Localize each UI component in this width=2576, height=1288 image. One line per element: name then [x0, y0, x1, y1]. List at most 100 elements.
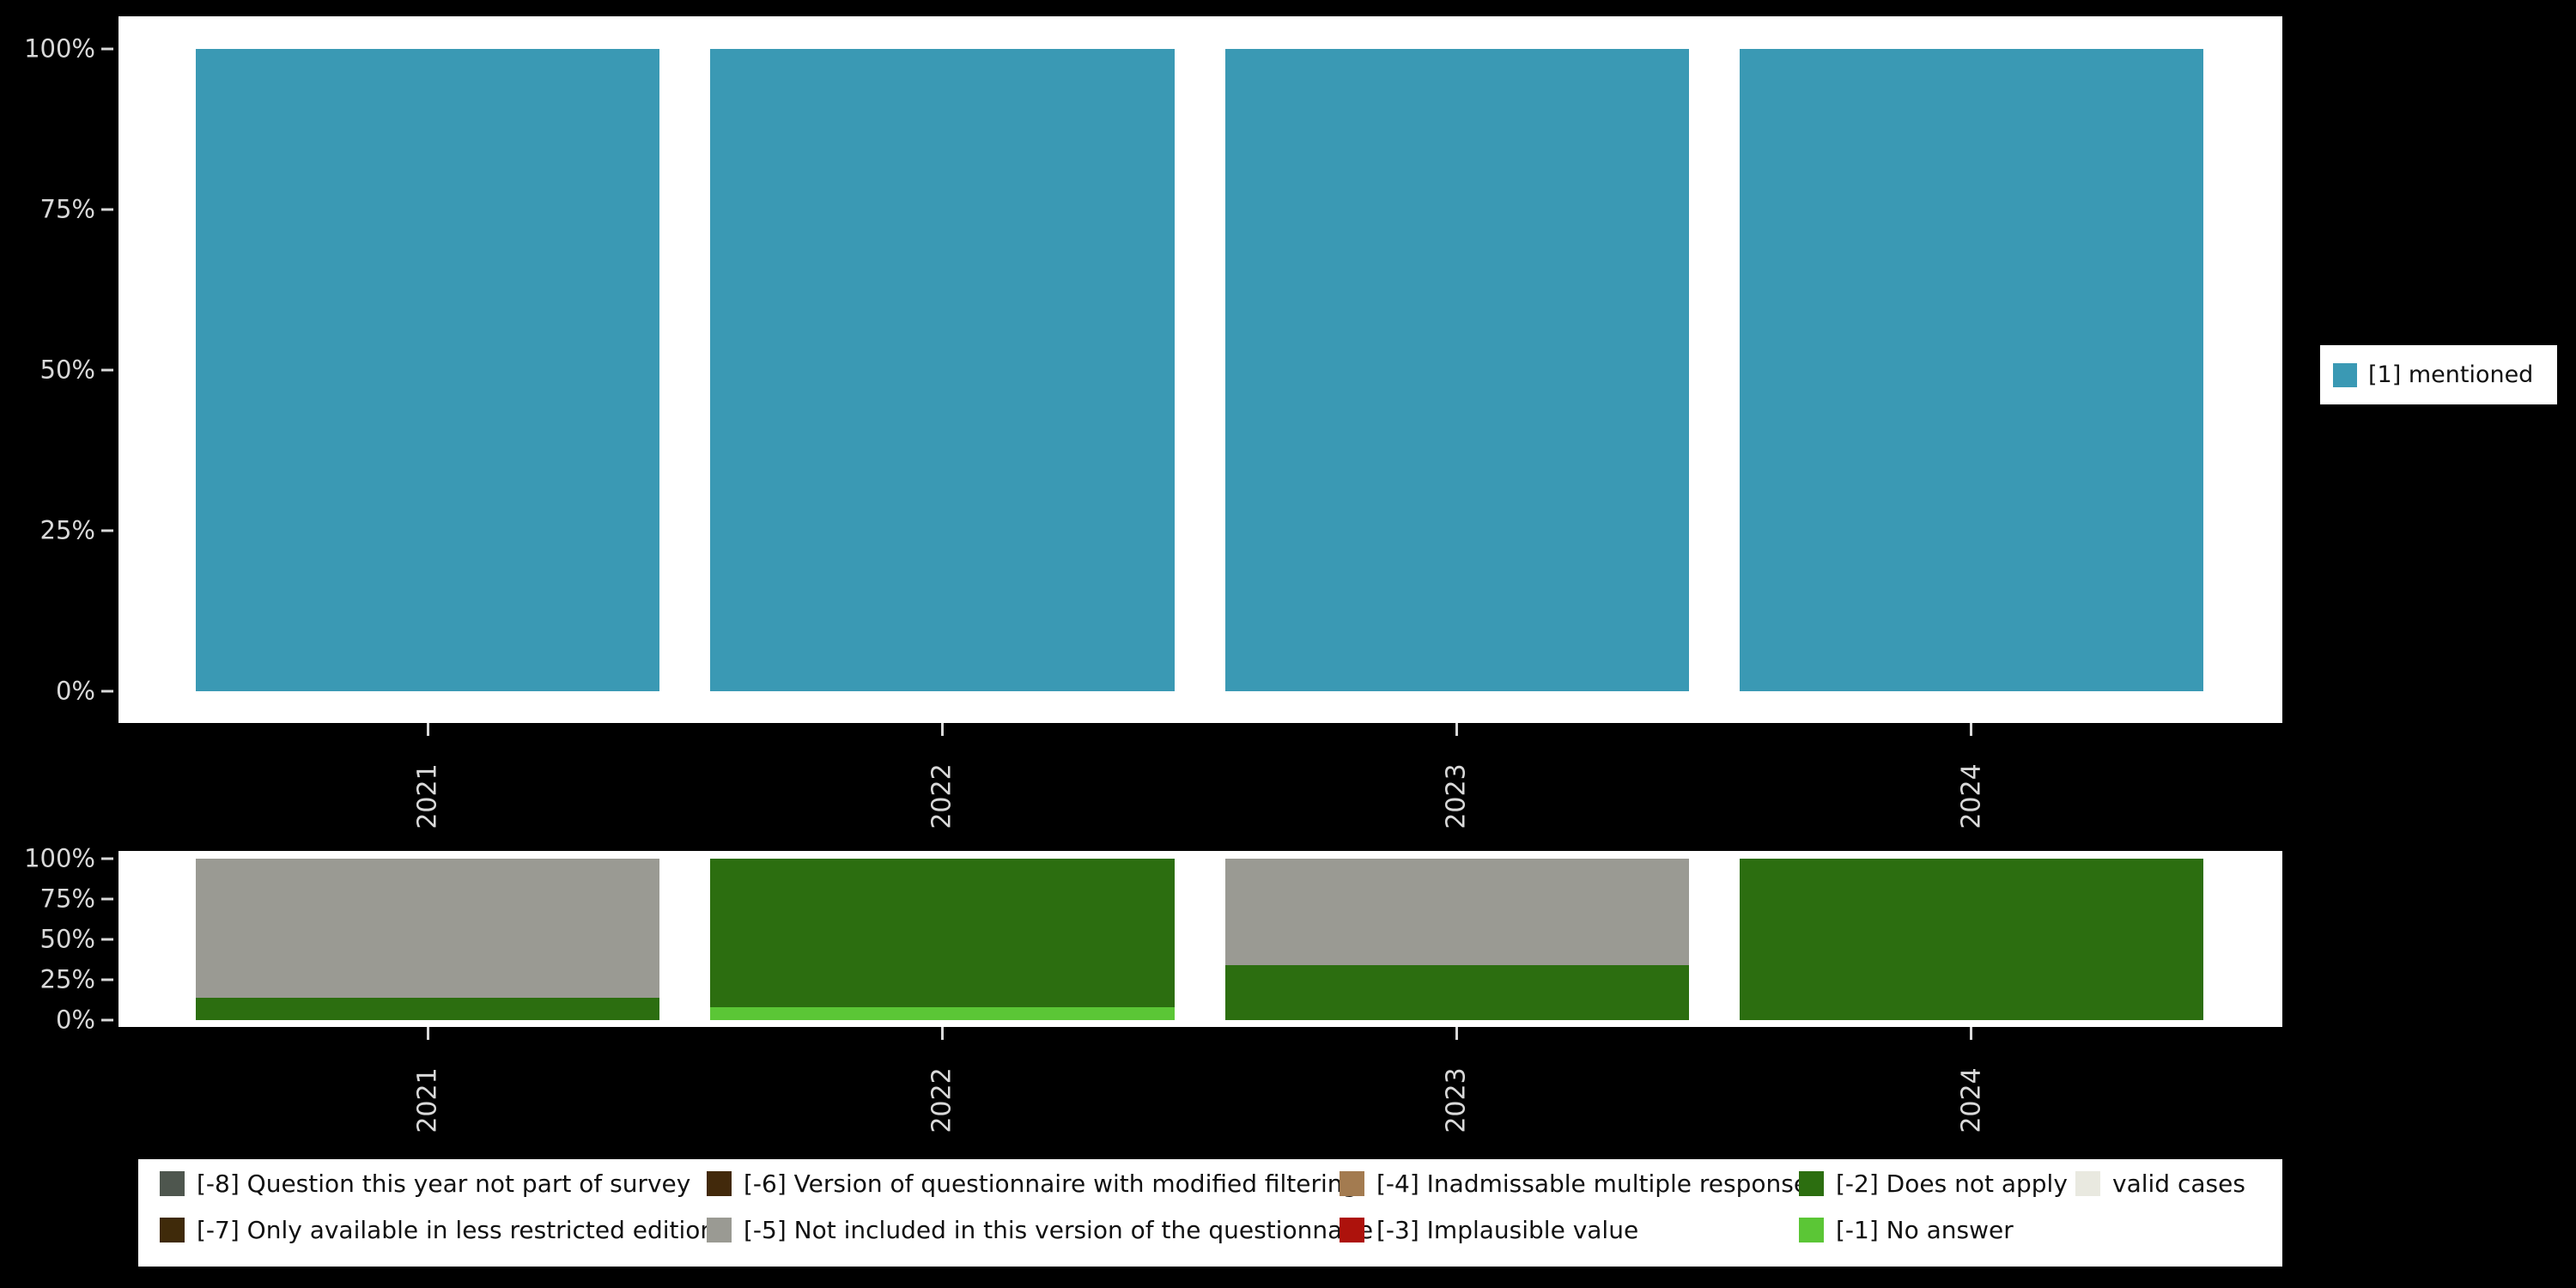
- x-slot: 2022: [710, 1027, 1174, 1153]
- y-tick: 100%: [24, 843, 113, 873]
- x-slot: 2024: [1740, 1027, 2203, 1153]
- y-tick: 25%: [39, 964, 113, 994]
- y-tick-mark: [101, 857, 113, 860]
- legend-label: [-8] Question this year not part of surv…: [197, 1169, 691, 1198]
- y-tick-label: 75%: [39, 194, 95, 224]
- y-tick-mark: [101, 47, 113, 51]
- x-tick-mark: [1970, 1027, 1973, 1040]
- legend-swatch-mentioned: [2333, 362, 2357, 387]
- y-tick-mark: [101, 368, 113, 372]
- bar-segment: [196, 997, 660, 1020]
- y-tick-label: 50%: [39, 924, 95, 954]
- x-slot: 2023: [1225, 723, 1689, 849]
- x-axis-label: 2024: [1956, 762, 1987, 829]
- bar-segment: [196, 49, 660, 691]
- y-tick: 75%: [39, 884, 113, 914]
- y-axis-values: 100% 75% 50% 25% 0%: [0, 36, 113, 703]
- x-axis-label: 2021: [412, 1066, 443, 1133]
- bar-2022: [710, 49, 1175, 691]
- bar-2024: [1739, 49, 2203, 691]
- y-tick-mark: [101, 529, 113, 532]
- y-tick-label: 0%: [55, 676, 95, 706]
- bar-2023: [1224, 49, 1689, 691]
- x-label-box: 2023: [1424, 743, 1489, 849]
- x-tick-mark: [1970, 723, 1973, 736]
- x-label-box: 2024: [1939, 743, 2004, 849]
- chart-panel-values: [118, 16, 2282, 723]
- bar-2022: [710, 859, 1175, 1020]
- legend-item: [-4] Inadmissable multiple response: [1340, 1169, 1809, 1198]
- x-axis-label: 2023: [1442, 1066, 1473, 1133]
- y-tick-mark: [101, 208, 113, 211]
- legend-item: [-5] Not included in this version of the…: [707, 1215, 1374, 1244]
- x-label-box: 2024: [1939, 1047, 2004, 1153]
- bar-segment: [1224, 859, 1689, 966]
- x-axis-label: 2022: [927, 762, 957, 829]
- x-label-box: 2021: [395, 1047, 460, 1153]
- y-tick-label: 25%: [39, 515, 95, 545]
- x-label-box: 2021: [395, 743, 460, 849]
- x-label-box: 2023: [1424, 1047, 1489, 1153]
- x-slot: 2022: [710, 723, 1174, 849]
- y-tick-label: 25%: [39, 964, 95, 994]
- x-tick-mark: [426, 1027, 429, 1040]
- plot-area-missing-values: [196, 859, 2203, 1020]
- legend-label: [-4] Inadmissable multiple response: [1376, 1169, 1809, 1198]
- x-tick-mark: [940, 723, 944, 736]
- x-slot: 2024: [1740, 723, 2203, 849]
- legend-swatch: [160, 1217, 185, 1242]
- y-tick: 0%: [56, 1007, 113, 1033]
- legend-missing-values: [-8] Question this year not part of surv…: [138, 1159, 2282, 1267]
- y-tick-mark: [101, 938, 113, 941]
- bar-2021: [196, 859, 660, 1020]
- x-label-box: 2022: [909, 743, 975, 849]
- y-tick-label: 100%: [24, 843, 95, 873]
- legend-label: [-2] Does not apply: [1836, 1169, 2068, 1198]
- legend-label: [-6] Version of questionnaire with modif…: [744, 1169, 1358, 1198]
- legend-label: [-5] Not included in this version of the…: [744, 1215, 1374, 1244]
- legend-swatch: [707, 1217, 732, 1242]
- legend-item: [-2] Does not apply: [1799, 1169, 2068, 1198]
- y-tick-mark: [101, 690, 113, 693]
- x-slot: 2021: [196, 723, 659, 849]
- legend-swatch: [1340, 1217, 1364, 1242]
- bar-segment: [1739, 49, 2203, 691]
- y-tick-label: 50%: [39, 355, 95, 385]
- y-tick: 50%: [39, 355, 113, 385]
- x-axis-label: 2021: [412, 762, 443, 829]
- bar-segment: [196, 859, 660, 998]
- y-tick: 50%: [40, 927, 113, 952]
- y-tick-label: 100%: [24, 33, 95, 64]
- bar-2024: [1739, 859, 2203, 1020]
- legend-item: [-3] Implausible value: [1340, 1216, 1638, 1244]
- bar-segment: [1224, 49, 1689, 691]
- legend-label-mentioned: [1] mentioned: [2368, 361, 2534, 388]
- y-tick: 25%: [39, 515, 113, 545]
- x-tick-mark: [940, 1027, 944, 1040]
- x-axis-values: 2021 2022 2023 2024: [196, 723, 2203, 849]
- legend-swatch: [1799, 1170, 1824, 1196]
- legend-item: valid cases: [2075, 1169, 2245, 1198]
- legend-swatch: [1340, 1170, 1364, 1196]
- legend-label: [-1] No answer: [1836, 1215, 2014, 1244]
- bar-segment: [710, 859, 1175, 1007]
- legend-label: valid cases: [2112, 1169, 2245, 1198]
- y-tick-mark: [101, 978, 113, 981]
- legend-swatch: [160, 1170, 185, 1196]
- chart-panel-missing-values: [118, 851, 2282, 1027]
- x-slot: 2023: [1225, 1027, 1689, 1153]
- bar-2021: [196, 49, 660, 691]
- legend-item: [-8] Question this year not part of surv…: [160, 1169, 691, 1198]
- bar-2023: [1224, 859, 1689, 1020]
- legend-item: [-1] No answer: [1799, 1215, 2014, 1244]
- y-tick-mark: [101, 897, 113, 901]
- x-tick-mark: [1455, 1027, 1459, 1040]
- x-axis-missing-values: 2021 2022 2023 2024: [196, 1027, 2203, 1153]
- legend-label: [-7] Only available in less restricted e…: [197, 1215, 716, 1244]
- y-tick-label: 75%: [39, 884, 95, 914]
- legend-mentioned: [1] mentioned: [2320, 345, 2557, 404]
- bar-segment: [710, 1006, 1175, 1020]
- x-axis-label: 2022: [927, 1066, 957, 1133]
- bar-segment: [1224, 965, 1689, 1020]
